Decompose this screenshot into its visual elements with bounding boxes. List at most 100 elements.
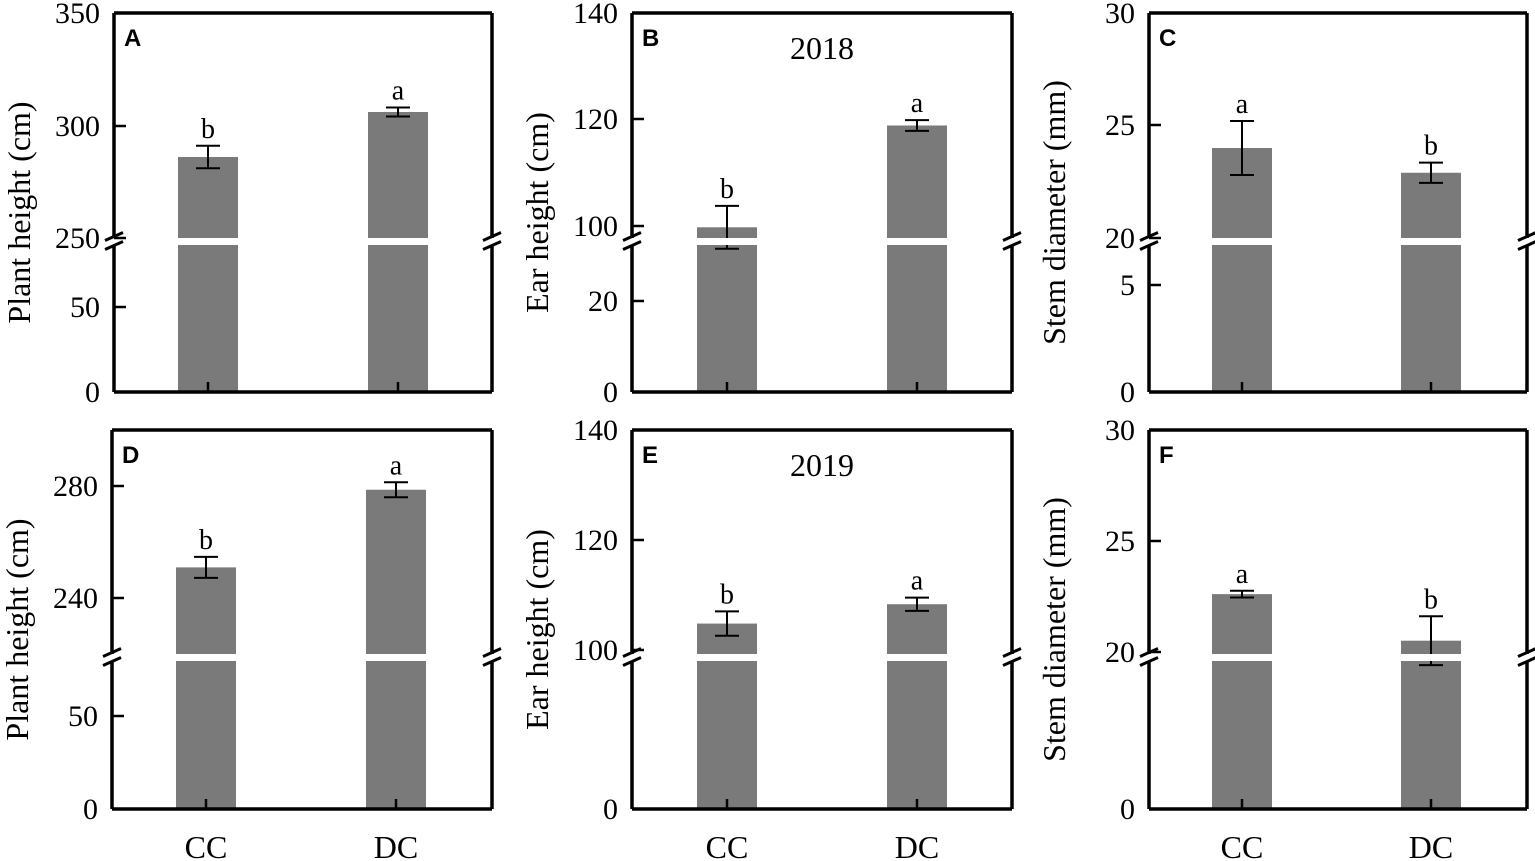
- y-tick-label-lower: 0: [83, 793, 98, 826]
- bar-dc-upper: [368, 112, 428, 238]
- significance-letter-dc: a: [911, 88, 924, 119]
- y-tick-label-upper: 30: [1105, 0, 1135, 30]
- axis-break-band: [1149, 654, 1527, 661]
- bar-cc-lower: [697, 661, 757, 809]
- bar-dc-lower: [366, 661, 426, 809]
- bar-dc-upper: [887, 125, 947, 238]
- axis-break-mark-right-1: [482, 647, 502, 658]
- chart-panel-d: b CC a DC 0 50 240 280 Plant height (cm) D: [0, 428, 502, 861]
- y-axis-label: Stem diameter (mm): [1036, 80, 1072, 345]
- bar-cc-lower: [1212, 245, 1272, 392]
- axis-break-mark-right-2: [1517, 656, 1535, 667]
- axis-break-band: [1149, 238, 1527, 245]
- bar-dc-upper: [887, 604, 947, 654]
- axis-break-band: [632, 238, 1012, 245]
- bar-dc-lower: [368, 245, 428, 392]
- axis-break-mark-right-2: [1002, 656, 1022, 667]
- y-tick-label-upper: 25: [1105, 525, 1135, 558]
- axis-break-mark-right-1: [482, 231, 502, 242]
- y-tick-label-upper: 250: [55, 222, 100, 255]
- y-axis-label: Stem diameter (mm): [1036, 497, 1072, 762]
- axis-break-mark-right-2: [482, 240, 502, 251]
- y-tick-label-upper: 100: [573, 210, 618, 243]
- x-tick-label-cc: CC: [1221, 829, 1264, 861]
- significance-letter-dc: a: [392, 76, 405, 107]
- bar-dc-lower: [1401, 245, 1461, 392]
- axis-break-mark-right-2: [1517, 240, 1535, 251]
- significance-letter-cc: a: [1236, 559, 1249, 590]
- axis-break-mark-right-1: [1002, 231, 1022, 242]
- significance-letter-dc: a: [911, 566, 924, 597]
- panel-letter-c: C: [1159, 25, 1176, 52]
- y-tick-label-lower: 0: [603, 376, 618, 409]
- y-tick-label-lower: 5: [1120, 269, 1135, 302]
- y-axis-label: Ear height (cm): [519, 529, 555, 730]
- y-tick-label-lower: 0: [603, 793, 618, 826]
- panel-letter-e: E: [642, 442, 658, 469]
- y-axis-label: Plant height (cm): [0, 518, 35, 740]
- chart-panel-a: b a 0 50 250 300 350 Plant height (cm) A: [1, 0, 502, 409]
- y-tick-label-upper: 350: [55, 0, 100, 30]
- significance-letter-dc: b: [1424, 584, 1438, 615]
- y-tick-label-lower: 0: [85, 376, 100, 409]
- axis-break-mark-left-2: [622, 656, 642, 667]
- axis-break-mark-left-2: [1139, 240, 1159, 251]
- axis-break-mark-left-2: [104, 240, 124, 251]
- y-tick-label-upper: 120: [573, 103, 618, 136]
- y-tick-label-lower: 0: [1120, 376, 1135, 409]
- y-axis-label: Plant height (cm): [1, 101, 37, 323]
- significance-letter-dc: a: [390, 450, 403, 481]
- year-title: 2019: [790, 447, 854, 483]
- x-tick-label-dc: DC: [895, 829, 939, 861]
- chart-panel-f: a CC b DC 0 20 25 30 Stem diameter (mm) F: [1036, 414, 1535, 861]
- significance-letter-cc: a: [1236, 89, 1249, 120]
- bar-dc-lower: [887, 245, 947, 392]
- bar-dc-upper: [366, 489, 426, 654]
- axis-break-band: [632, 654, 1012, 661]
- axis-break-mark-left-2: [102, 656, 122, 667]
- bar-dc-lower: [1401, 661, 1461, 809]
- y-tick-label-lower: 20: [588, 285, 618, 318]
- y-tick-label-lower: 0: [1120, 793, 1135, 826]
- axis-break-mark-left-1: [622, 231, 642, 242]
- axis-break-mark-left-2: [1139, 656, 1159, 667]
- y-tick-label-upper: 240: [53, 582, 98, 615]
- panel-letter-b: B: [642, 25, 659, 52]
- y-tick-label-upper: 120: [573, 524, 618, 557]
- bar-cc-upper: [1212, 594, 1272, 654]
- x-tick-label-dc: DC: [374, 829, 418, 861]
- chart-panel-c: a b 0 5 20 25 30 Stem diameter (mm) C: [1036, 0, 1535, 409]
- significance-letter-dc: b: [1424, 131, 1438, 162]
- significance-letter-cc: b: [201, 114, 215, 145]
- bar-cc-lower: [176, 661, 236, 809]
- bar-dc-lower: [887, 661, 947, 809]
- x-tick-label-cc: CC: [706, 829, 749, 861]
- panel-letter-a: A: [124, 25, 141, 52]
- y-tick-label-lower: 50: [70, 291, 100, 324]
- axis-break-band: [112, 654, 492, 661]
- y-tick-label-upper: 100: [573, 634, 618, 667]
- axis-break-mark-left-1: [104, 231, 124, 242]
- axis-break-mark-left-1: [102, 647, 122, 658]
- x-tick-label-dc: DC: [1409, 829, 1453, 861]
- axis-break-band: [114, 238, 492, 245]
- y-tick-label-upper: 300: [55, 110, 100, 143]
- y-tick-label-upper: 30: [1105, 414, 1135, 447]
- axis-break-mark-right-1: [1517, 231, 1535, 242]
- y-tick-label-upper: 20: [1105, 636, 1135, 669]
- year-title: 2018: [790, 30, 854, 66]
- significance-letter-cc: b: [199, 525, 213, 556]
- x-tick-label-cc: CC: [185, 829, 228, 861]
- y-axis-label: Ear height (cm): [519, 112, 555, 313]
- axis-break-mark-right-2: [1002, 240, 1022, 251]
- chart-panel-e: b CC a DC 0 100 120 140 Ear height (cm) E 2019: [519, 414, 1022, 861]
- y-tick-label-upper: 20: [1105, 222, 1135, 255]
- axis-break-mark-right-1: [1002, 647, 1022, 658]
- y-tick-label-upper: 280: [53, 470, 98, 503]
- bar-cc-lower: [178, 245, 238, 392]
- axis-break-mark-left-1: [1139, 231, 1159, 242]
- axis-break-mark-left-2: [622, 240, 642, 251]
- axis-break-mark-right-1: [1517, 647, 1535, 658]
- bar-cc-lower: [1212, 661, 1272, 809]
